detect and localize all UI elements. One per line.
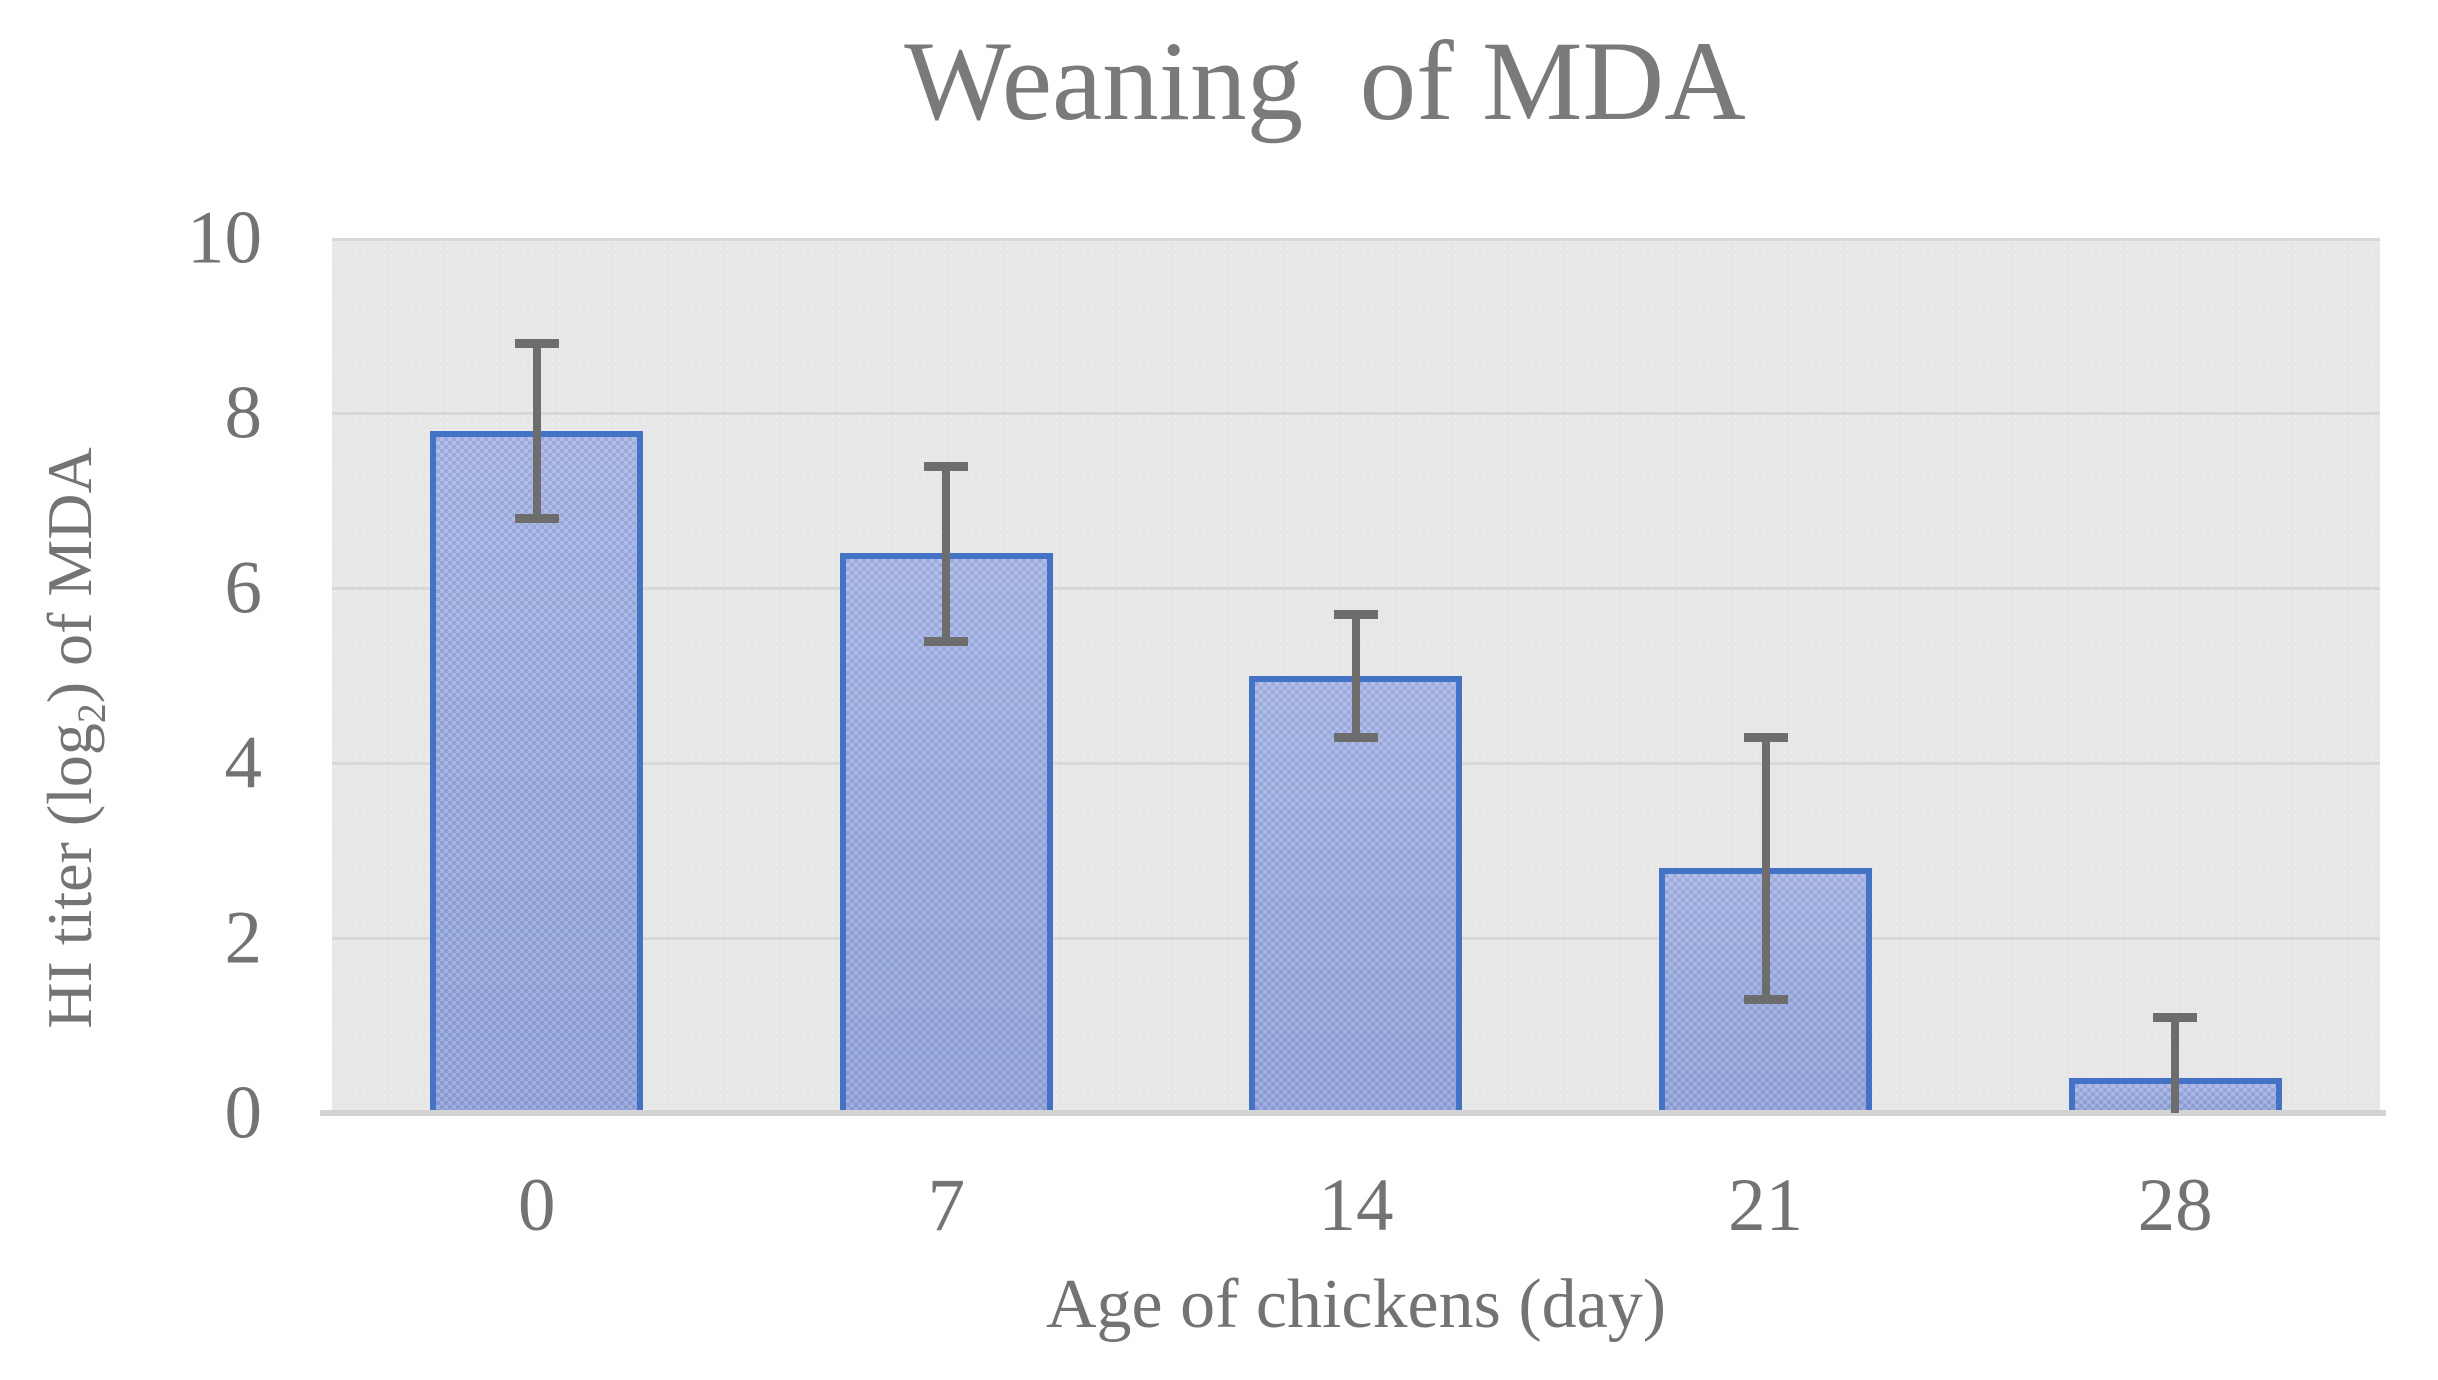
x-axis-tick-labels: 0 7 14 21 28 (332, 1168, 2380, 1243)
y-tick-label: 4 (224, 721, 263, 805)
error-bar-stem (1761, 736, 1770, 1000)
plot-area (332, 238, 2380, 1113)
category-slot (1561, 238, 1971, 1113)
error-bar-stem (532, 343, 541, 518)
error-bar-stem (942, 465, 951, 641)
y-axis-tick-labels: 0 2 4 6 8 10 (80, 201, 263, 1151)
y-tick-label: 6 (224, 546, 263, 630)
error-bar-stem (1351, 614, 1360, 737)
bar (839, 553, 1053, 1113)
bar (1249, 675, 1463, 1113)
y-tick-label: 8 (224, 371, 263, 455)
category-slot (742, 238, 1152, 1113)
y-tick-label: 2 (224, 896, 263, 980)
category-slot (332, 238, 742, 1113)
error-bar-cap-top (1333, 610, 1378, 620)
x-tick-label: 21 (1728, 1164, 1804, 1247)
x-axis-baseline (320, 1110, 2386, 1116)
error-bar-stem (2171, 1016, 2180, 1113)
error-bar-cap-top (1743, 732, 1788, 742)
chart-title: Weaning of MDA (904, 19, 1746, 144)
gridline (332, 238, 2380, 241)
error-bar-cap-bottom (924, 636, 969, 646)
bar (430, 430, 644, 1113)
error-bar-cap-bottom (1743, 995, 1788, 1005)
category-slot (1970, 238, 2380, 1113)
y-tick-label: 0 (224, 1071, 263, 1155)
error-bar-cap-top (2153, 1012, 2198, 1022)
x-tick-label: 28 (2137, 1164, 2213, 1247)
error-bar-cap-top (514, 339, 559, 348)
x-tick-label: 7 (927, 1164, 966, 1247)
x-tick-label: 14 (1318, 1164, 1394, 1247)
gridline (332, 412, 2380, 415)
error-bar-cap-bottom (1333, 732, 1378, 742)
category-slot (1151, 238, 1561, 1113)
x-axis-title: Age of chickens (day) (1045, 1266, 1667, 1343)
error-bar-cap-bottom (514, 514, 559, 523)
x-tick-label: 0 (518, 1164, 556, 1247)
error-bar-cap-top (924, 461, 969, 471)
y-tick-label: 10 (187, 196, 262, 280)
gridline (332, 587, 2380, 590)
